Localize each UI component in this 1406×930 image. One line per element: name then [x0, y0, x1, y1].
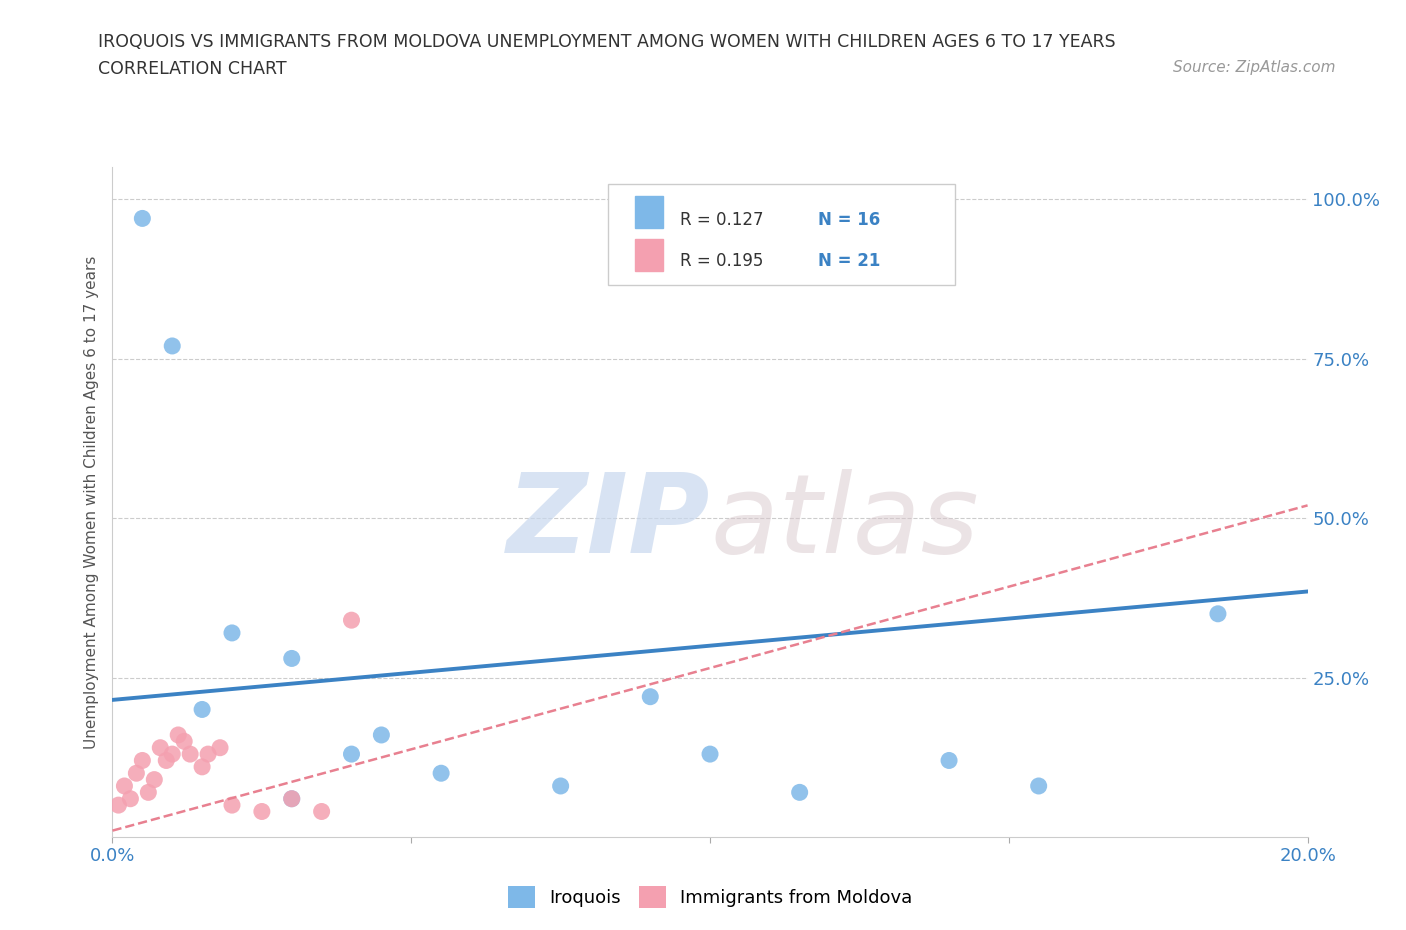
- Point: [638, 689, 662, 704]
- Point: [311, 804, 333, 819]
- Point: [340, 613, 363, 628]
- Point: [208, 740, 231, 755]
- Text: Source: ZipAtlas.com: Source: ZipAtlas.com: [1173, 60, 1336, 75]
- Text: R = 0.195: R = 0.195: [681, 252, 763, 270]
- FancyBboxPatch shape: [634, 196, 664, 228]
- Text: CORRELATION CHART: CORRELATION CHART: [98, 60, 287, 78]
- Text: N = 16: N = 16: [818, 211, 880, 230]
- Text: IROQUOIS VS IMMIGRANTS FROM MOLDOVA UNEMPLOYMENT AMONG WOMEN WITH CHILDREN AGES : IROQUOIS VS IMMIGRANTS FROM MOLDOVA UNEM…: [98, 33, 1116, 50]
- Point: [149, 740, 172, 755]
- Point: [173, 734, 195, 749]
- Point: [120, 791, 142, 806]
- Point: [370, 727, 392, 742]
- Text: atlas: atlas: [710, 469, 979, 576]
- Point: [191, 760, 214, 775]
- Point: [197, 747, 219, 762]
- FancyBboxPatch shape: [634, 239, 664, 271]
- Point: [125, 765, 148, 780]
- Point: [938, 753, 960, 768]
- Point: [550, 778, 572, 793]
- Point: [281, 651, 304, 666]
- Y-axis label: Unemployment Among Women with Children Ages 6 to 17 years: Unemployment Among Women with Children A…: [83, 256, 98, 749]
- Point: [131, 211, 153, 226]
- Point: [114, 778, 135, 793]
- Point: [250, 804, 273, 819]
- Point: [162, 747, 183, 762]
- Point: [131, 753, 153, 768]
- Point: [191, 702, 214, 717]
- Point: [167, 727, 190, 742]
- Point: [155, 753, 177, 768]
- Text: N = 21: N = 21: [818, 252, 880, 270]
- Point: [1028, 778, 1050, 793]
- Point: [221, 798, 243, 813]
- Point: [1206, 606, 1229, 621]
- Point: [430, 765, 453, 780]
- Point: [281, 791, 304, 806]
- Point: [138, 785, 160, 800]
- Text: ZIP: ZIP: [506, 469, 710, 576]
- Legend: Iroquois, Immigrants from Moldova: Iroquois, Immigrants from Moldova: [501, 879, 920, 915]
- Point: [789, 785, 811, 800]
- Point: [162, 339, 183, 353]
- Point: [340, 747, 363, 762]
- Point: [221, 626, 243, 641]
- Point: [281, 791, 304, 806]
- Point: [699, 747, 721, 762]
- Point: [107, 798, 129, 813]
- Text: R = 0.127: R = 0.127: [681, 211, 763, 230]
- FancyBboxPatch shape: [609, 184, 955, 285]
- Point: [143, 772, 166, 787]
- Point: [179, 747, 201, 762]
